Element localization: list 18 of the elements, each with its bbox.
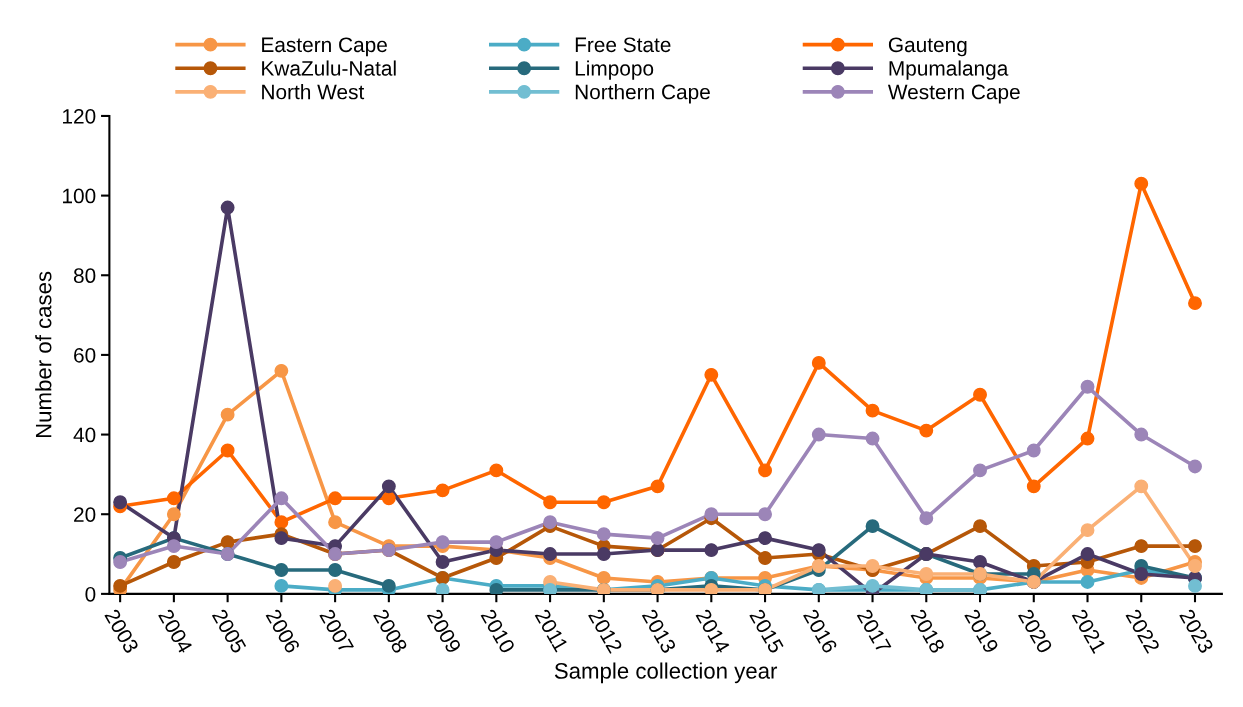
legend-label: Free State: [575, 37, 671, 53]
legend-label: KwaZulu-Natal: [262, 60, 396, 76]
legend-label: Mpumalanga: [889, 60, 1009, 80]
legend-label: North West: [262, 84, 365, 100]
y-tick-label: 120: [63, 108, 96, 124]
x-axis-title: Sample collection year: [554, 662, 778, 684]
legend-label: Limpopo: [575, 60, 654, 80]
y-axis-title: Number of cases: [35, 271, 52, 438]
y-tick-label: 60: [74, 347, 96, 363]
legend-label: Northern Cape: [575, 84, 710, 104]
y-tick-label: 100: [63, 188, 96, 204]
y-tick-label: 0: [85, 586, 96, 602]
y-tick-label: 40: [73, 427, 96, 443]
legend-label: Eastern Cape: [262, 37, 387, 57]
y-tick-label: 80: [73, 268, 96, 284]
y-tick-label: 20: [74, 507, 96, 522]
legend-label: Gauteng: [888, 37, 967, 57]
legend-label: Western Cape: [887, 84, 1020, 104]
